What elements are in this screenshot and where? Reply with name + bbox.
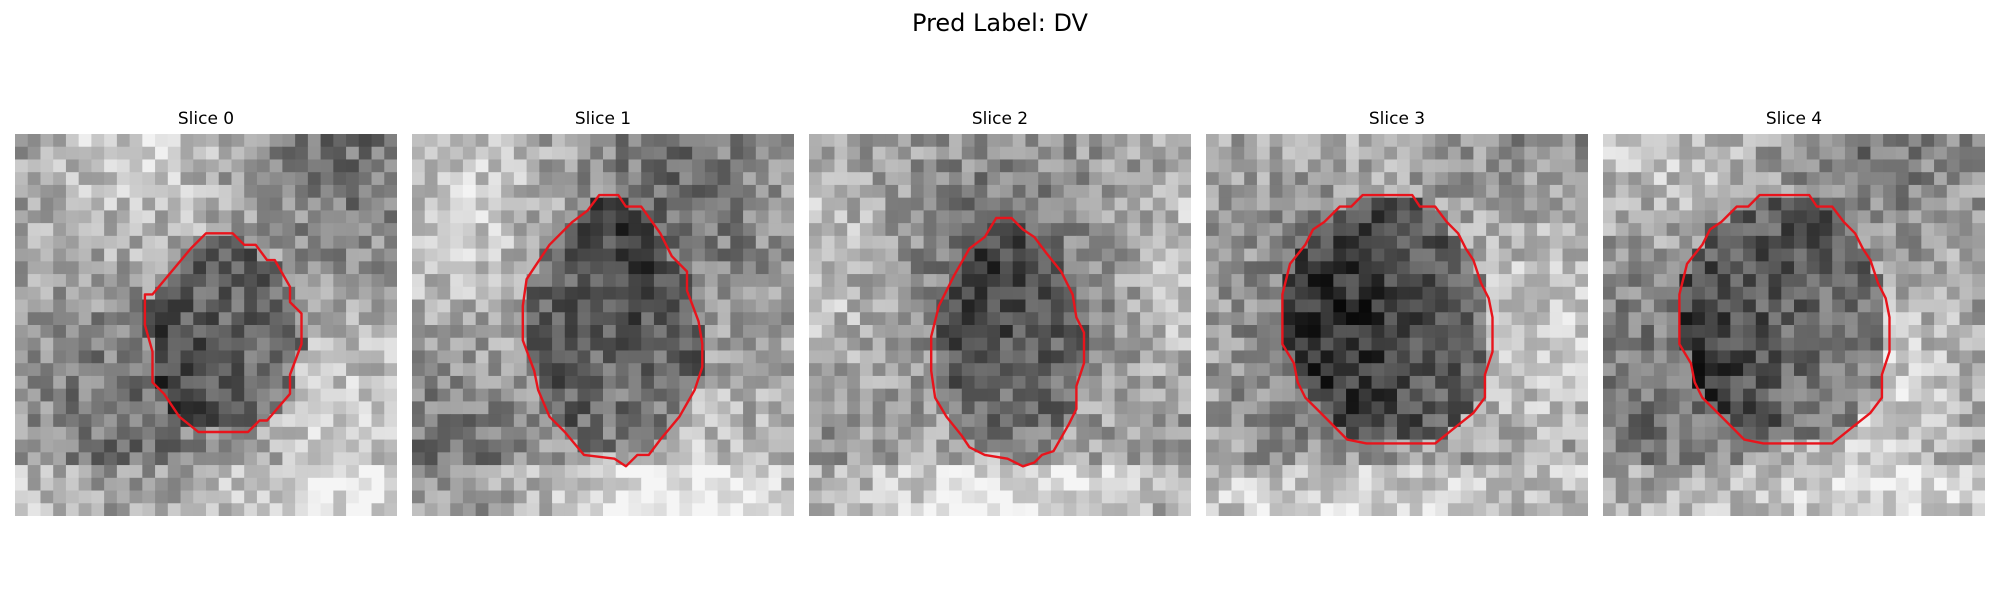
slice-svg-4 <box>1603 134 1985 516</box>
slice-image-1 <box>412 134 794 516</box>
contour-outline-1 <box>521 193 704 468</box>
slice-title-1: Slice 1 <box>574 109 632 129</box>
slice-image-0 <box>15 134 397 516</box>
contour-outline-3 <box>1281 193 1494 445</box>
slice-title-0: Slice 0 <box>177 109 235 129</box>
contour-outline-0 <box>143 232 303 434</box>
pixel-grid <box>412 134 794 516</box>
slice-title-2: Slice 2 <box>971 109 1029 129</box>
pixel-grid <box>15 134 397 516</box>
pixel-grid <box>1603 134 1985 516</box>
slice-svg-2 <box>809 134 1191 516</box>
contour-outline-4 <box>1678 193 1891 445</box>
slice-title-3: Slice 3 <box>1368 109 1426 129</box>
pixel-grid <box>1206 134 1588 516</box>
slice-image-3 <box>1206 134 1588 516</box>
slice-image-2 <box>809 134 1191 516</box>
pixel-grid <box>809 134 1191 516</box>
slice-svg-1 <box>412 134 794 516</box>
slice-svg-0 <box>15 134 397 516</box>
slice-svg-3 <box>1206 134 1588 516</box>
contour-outline-2 <box>929 216 1086 468</box>
slice-title-4: Slice 4 <box>1765 109 1823 129</box>
slice-image-4 <box>1603 134 1985 516</box>
figure-title: Pred Label: DV <box>912 9 1088 37</box>
